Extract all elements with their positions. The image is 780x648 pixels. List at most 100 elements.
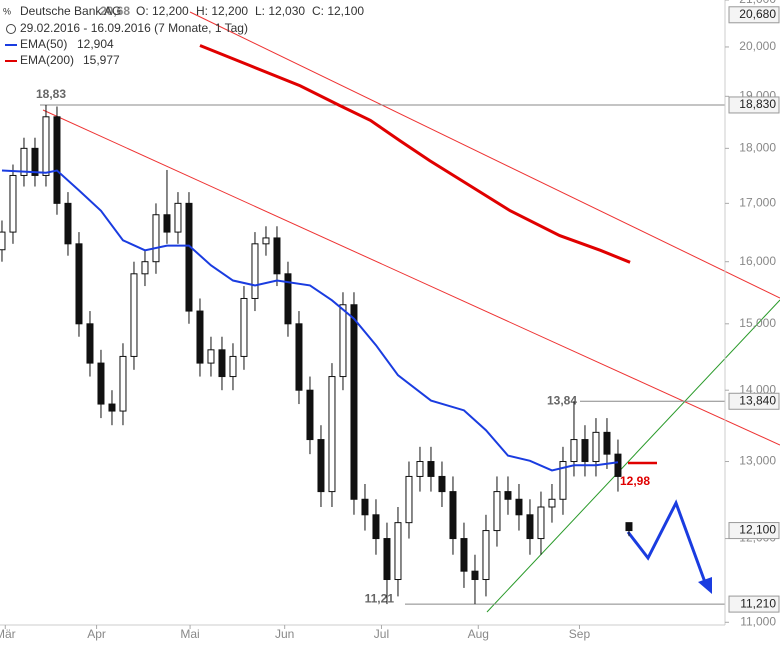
legend-value: 15,977 xyxy=(83,53,120,67)
candle-body xyxy=(504,491,512,500)
price-box xyxy=(728,595,780,613)
trend-line xyxy=(189,11,780,299)
price-box-label: 12,100 xyxy=(739,523,776,537)
price-box-label: 11,210 xyxy=(740,596,776,610)
candle-body xyxy=(75,243,83,325)
candle-body xyxy=(141,261,149,275)
candle-body xyxy=(240,297,248,357)
y-tick-label: 21,000 xyxy=(739,0,776,6)
candle-body xyxy=(570,439,578,463)
candle-body xyxy=(20,147,28,176)
candle-body xyxy=(416,461,424,477)
candle-body xyxy=(537,506,545,540)
candle-body xyxy=(174,202,182,233)
candle-body xyxy=(372,514,380,540)
trend-line xyxy=(42,109,780,446)
candle-body xyxy=(383,538,391,581)
candle-body xyxy=(130,273,138,357)
ohlc-open: O: 12,200 xyxy=(136,4,189,18)
candle-body xyxy=(196,310,204,364)
drawings xyxy=(42,11,780,613)
candle-body xyxy=(548,498,556,508)
level-label: 13,84 xyxy=(547,393,577,407)
candle-body xyxy=(438,475,446,493)
candle-body xyxy=(152,214,160,263)
candle-body xyxy=(119,355,127,412)
candle-body xyxy=(625,522,633,532)
candle-body xyxy=(449,491,457,540)
ohlc-close: C: 12,100 xyxy=(312,4,364,18)
candle-body xyxy=(251,243,259,299)
x-tick-label: Jul xyxy=(374,627,389,641)
x-tick-label: Apr xyxy=(87,627,106,641)
candle-body xyxy=(592,431,600,463)
y-tick-label: 13,000 xyxy=(739,454,776,468)
candle-body xyxy=(515,498,523,516)
legend: % Deutsche Bank AG O: 12,200 H: 12,200 L… xyxy=(3,4,364,67)
price-box-label: 18,830 xyxy=(739,97,776,111)
candle-body xyxy=(295,323,303,391)
candle-body xyxy=(559,461,567,500)
candle-body xyxy=(86,323,94,364)
candle-body xyxy=(229,355,237,378)
price-box xyxy=(728,522,780,540)
period: 29.02.2016 - 16.09.2016 (7 Monate, 1 Tag… xyxy=(20,21,248,35)
price-box xyxy=(728,6,780,24)
support-line xyxy=(486,299,780,613)
x-tick-label: Mai xyxy=(180,627,199,641)
candle-body xyxy=(361,498,369,516)
y-tick-label: 11,000 xyxy=(740,614,776,628)
candle-body xyxy=(108,403,116,412)
plot: 18,83 13,84 11,21 20,68 12,98 xyxy=(0,4,725,605)
y-tick-label: 18,000 xyxy=(739,141,776,155)
ema-line xyxy=(199,44,631,264)
candle-body xyxy=(394,522,402,581)
candle-body xyxy=(64,202,72,245)
candle-body xyxy=(163,214,171,233)
candle-body xyxy=(317,439,325,493)
candle-body xyxy=(603,431,611,455)
arrow-head xyxy=(698,577,712,594)
instrument-name: Deutsche Bank AG xyxy=(20,4,121,18)
candle-body xyxy=(31,147,39,176)
candle-body xyxy=(9,174,17,233)
ohlc-low: L: 12,030 xyxy=(255,4,305,18)
chart-icon: % xyxy=(3,6,11,16)
price-box-label: 20,680 xyxy=(739,7,776,21)
legend-label: EMA(50) xyxy=(20,37,67,51)
ohlc-high: H: 12,200 xyxy=(196,4,248,18)
candle-body xyxy=(493,491,501,532)
candle-body xyxy=(284,273,292,325)
top-label: 20,68 xyxy=(100,4,130,18)
candle-body xyxy=(273,237,281,275)
candle-body xyxy=(185,202,193,312)
candle-body xyxy=(306,389,314,441)
candle-body xyxy=(482,530,490,581)
level-label: 18,83 xyxy=(36,87,66,101)
candle-body xyxy=(614,453,622,477)
marker-label: 12,98 xyxy=(620,474,650,488)
clock-icon xyxy=(6,24,16,34)
y-tick-label: 15,000 xyxy=(739,316,776,330)
x-tick-label: Sep xyxy=(569,627,591,641)
ema-line xyxy=(1,169,619,472)
candle-body xyxy=(42,116,50,176)
price-box xyxy=(728,392,780,410)
y-tick-label: 20,000 xyxy=(739,39,776,53)
candle-body xyxy=(427,461,435,477)
candle-body xyxy=(53,116,61,204)
candle-body xyxy=(460,538,468,572)
price-box-label: 13,840 xyxy=(739,393,776,407)
candle-body xyxy=(218,349,226,378)
price-box xyxy=(728,96,780,114)
candle-body xyxy=(97,362,105,405)
candle-body xyxy=(405,475,413,524)
legend-label: EMA(200) xyxy=(20,53,74,67)
level-label: 11,21 xyxy=(365,591,395,605)
candle-body xyxy=(581,439,589,463)
candle-body xyxy=(207,349,215,364)
candle-body xyxy=(526,514,534,540)
candle-body xyxy=(262,237,270,245)
